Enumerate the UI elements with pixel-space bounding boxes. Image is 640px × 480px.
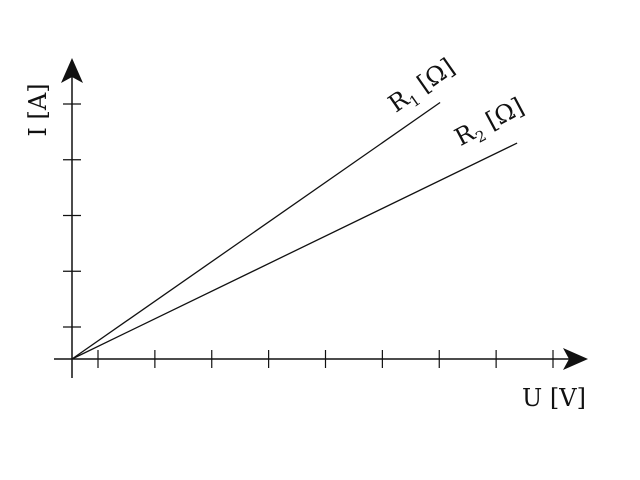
x-axis-arrowhead <box>563 348 588 370</box>
y-axis-arrowhead <box>61 58 83 83</box>
series-label-r2: R2 [Ω] <box>450 92 530 155</box>
ticks <box>63 103 554 368</box>
y-axis-label: I [A] <box>24 83 52 136</box>
x-axis-label: U [V] <box>522 384 586 412</box>
series-lines <box>71 101 518 360</box>
series-line-r1 <box>71 101 441 360</box>
series-line-r2 <box>71 142 518 360</box>
series-label-r1: R1 [Ω] <box>383 53 462 122</box>
